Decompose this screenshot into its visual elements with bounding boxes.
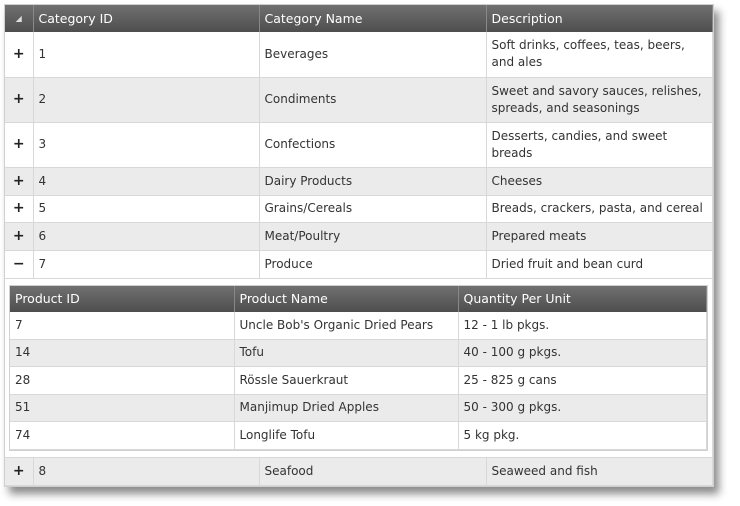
cell-description: Soft drinks, coffees, teas, beers, and a… — [486, 32, 713, 78]
expand-icon[interactable]: + — [5, 457, 34, 486]
cell-category-name: Confections — [259, 122, 487, 168]
cell-description: Dried fruit and bean curd — [486, 250, 713, 279]
cell-category-name: Dairy Products — [259, 167, 487, 196]
cell-category-name: Grains/Cereals — [259, 195, 487, 223]
table-row: + 5 Grains/Cereals Breads, crackers, pas… — [5, 195, 713, 223]
cell-category-name: Meat/Poultry — [259, 222, 487, 251]
column-header-category-name[interactable]: Category Name — [259, 5, 487, 32]
detail-row: Product ID Product Name Quantity Per Uni… — [5, 278, 713, 458]
products-grid: Product ID Product Name Quantity Per Uni… — [9, 284, 708, 451]
cell-category-name: Produce — [259, 250, 487, 279]
cell-category-id: 2 — [33, 77, 260, 123]
cell-category-id: 7 — [33, 250, 260, 279]
cell-product-name: Uncle Bob's Organic Dried Pears — [234, 311, 459, 340]
collapse-icon[interactable]: − — [5, 250, 34, 279]
cell-product-id: 28 — [10, 366, 235, 395]
cell-product-name: Manjimup Dried Apples — [234, 394, 459, 422]
table-row: 74 Longlife Tofu 5 kg pkg. — [10, 421, 707, 450]
cell-category-id: 6 — [33, 222, 260, 251]
cell-category-id: 5 — [33, 195, 260, 223]
column-header-description[interactable]: Description — [486, 5, 713, 32]
cell-description: Desserts, candies, and sweet breads — [486, 122, 713, 168]
expand-icon[interactable]: + — [5, 195, 34, 223]
cell-description: Seaweed and fish — [486, 457, 713, 486]
cell-category-name: Condiments — [259, 77, 487, 123]
cell-category-id: 8 — [33, 457, 260, 486]
expand-icon[interactable]: + — [5, 32, 34, 78]
cell-product-id: 7 — [10, 311, 235, 340]
cell-product-id: 14 — [10, 339, 235, 367]
expand-icon[interactable]: + — [5, 122, 34, 168]
cell-product-name: Tofu — [234, 339, 459, 367]
cell-description: Prepared meats — [486, 222, 713, 251]
cell-product-name: Rössle Sauerkraut — [234, 366, 459, 395]
cell-quantity-per-unit: 25 - 825 g cans — [458, 366, 707, 395]
expand-icon[interactable]: + — [5, 222, 34, 251]
cell-product-name: Longlife Tofu — [234, 421, 459, 450]
cell-product-id: 74 — [10, 421, 235, 450]
column-header-category-id[interactable]: Category ID — [33, 5, 260, 32]
grid-header: ◢ Category ID Category Name Description — [5, 5, 713, 32]
table-row: + 2 Condiments Sweet and savory sauces, … — [5, 77, 713, 123]
cell-quantity-per-unit: 40 - 100 g pkgs. — [458, 339, 707, 367]
table-row: 51 Manjimup Dried Apples 50 - 300 g pkgs… — [10, 394, 707, 422]
table-row: 28 Rössle Sauerkraut 25 - 825 g cans — [10, 366, 707, 395]
cell-quantity-per-unit: 50 - 300 g pkgs. — [458, 394, 707, 422]
column-header-quantity-per-unit[interactable]: Quantity Per Unit — [458, 285, 707, 312]
table-row: 7 Uncle Bob's Organic Dried Pears 12 - 1… — [10, 311, 707, 340]
expand-icon[interactable]: + — [5, 77, 34, 123]
cell-category-name: Seafood — [259, 457, 487, 486]
cell-product-id: 51 — [10, 394, 235, 422]
detail-container: Product ID Product Name Quantity Per Uni… — [5, 278, 713, 458]
table-row: − 7 Produce Dried fruit and bean curd — [5, 250, 713, 279]
table-row: + 1 Beverages Soft drinks, coffees, teas… — [5, 32, 713, 78]
cell-category-name: Beverages — [259, 32, 487, 78]
cell-description: Cheeses — [486, 167, 713, 196]
cell-category-id: 4 — [33, 167, 260, 196]
table-row: + 4 Dairy Products Cheeses — [5, 167, 713, 196]
table-row: + 6 Meat/Poultry Prepared meats — [5, 222, 713, 251]
table-row: 14 Tofu 40 - 100 g pkgs. — [10, 339, 707, 367]
cell-description: Breads, crackers, pasta, and cereal — [486, 195, 713, 223]
table-row: + 8 Seafood Seaweed and fish — [5, 457, 713, 486]
cell-category-id: 3 — [33, 122, 260, 168]
cell-description: Sweet and savory sauces, relishes, sprea… — [486, 77, 713, 123]
cell-category-id: 1 — [33, 32, 260, 78]
cell-quantity-per-unit: 12 - 1 lb pkgs. — [458, 311, 707, 340]
sort-ascending-icon[interactable]: ◢ — [5, 5, 34, 32]
cell-quantity-per-unit: 5 kg pkg. — [458, 421, 707, 450]
table-row: + 3 Confections Desserts, candies, and s… — [5, 122, 713, 168]
column-header-product-id[interactable]: Product ID — [10, 285, 235, 312]
column-header-product-name[interactable]: Product Name — [234, 285, 459, 312]
categories-grid: ◢ Category ID Category Name Description … — [4, 4, 714, 487]
expand-icon[interactable]: + — [5, 167, 34, 196]
